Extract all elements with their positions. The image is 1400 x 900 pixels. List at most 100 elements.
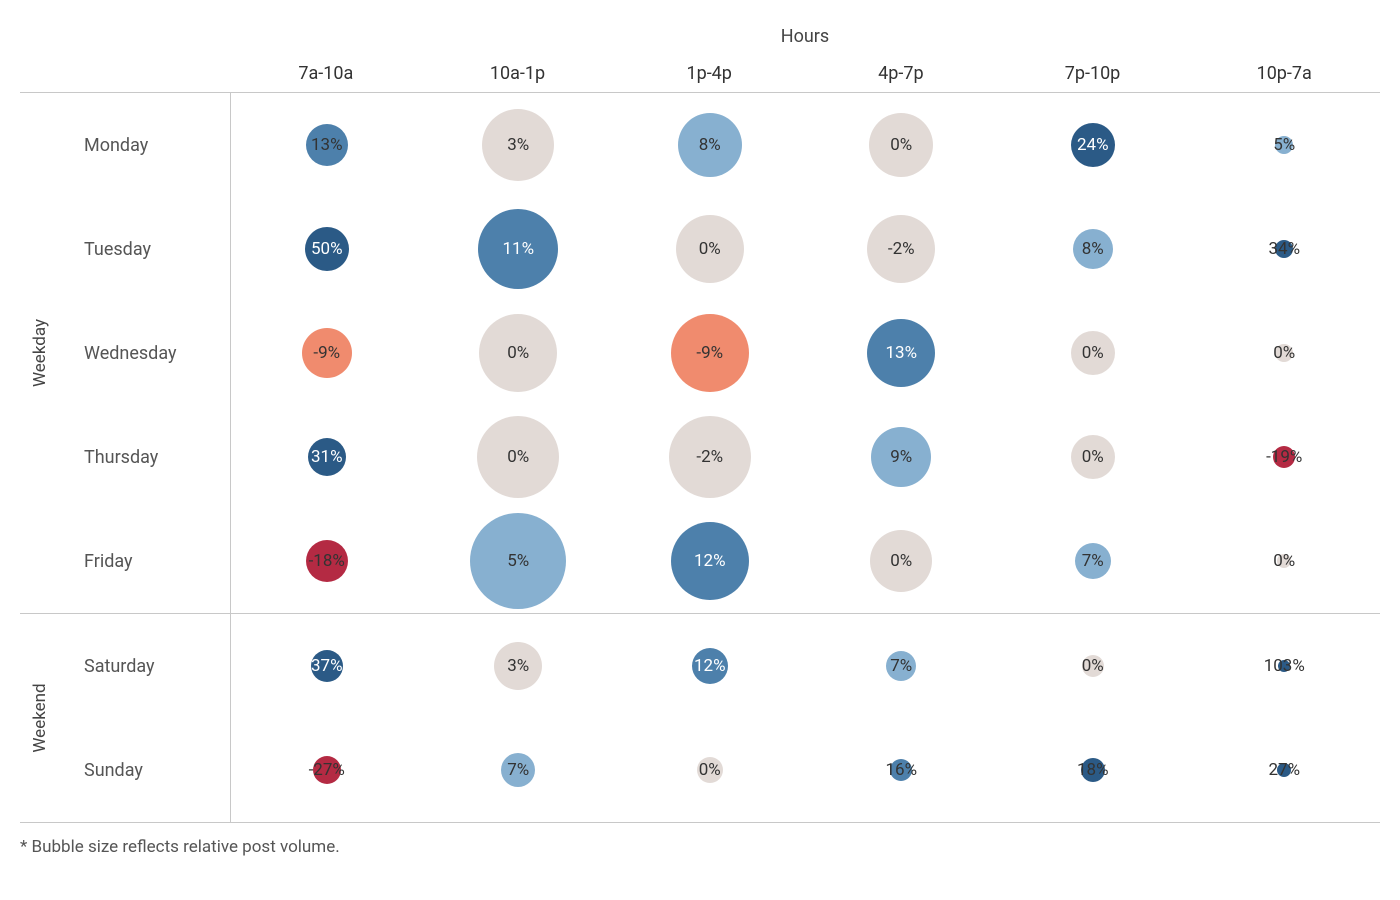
matrix-cell: 18% [997, 718, 1189, 822]
column-header: 1p-4p [613, 55, 805, 92]
section-rows: Monday13%3%8%0%24%5%Tuesday50%11%0%-2%8%… [60, 93, 1380, 613]
bubble-value-label: 0% [1082, 656, 1104, 676]
column-header: 7a-10a [230, 55, 422, 92]
matrix-cell: 3% [423, 93, 615, 197]
row-cells: 13%3%8%0%24%5% [230, 93, 1380, 197]
bubble-value-label: 13% [311, 135, 343, 155]
matrix-cell: 13% [806, 301, 998, 405]
row-label: Sunday [60, 760, 230, 781]
section: WeekdayMonday13%3%8%0%24%5%Tuesday50%11%… [20, 93, 1380, 613]
section: WeekendSaturday37%3%12%7%0%103%Sunday-27… [20, 613, 1380, 822]
section-label: Weekend [20, 614, 60, 822]
matrix-row: Saturday 37% 3% 12% 7% 0% 103% [60, 614, 1380, 718]
column-header: 10a-1p [422, 55, 614, 92]
row-label: Monday [60, 135, 230, 156]
bubble-value-label: 34% [1268, 239, 1300, 259]
column-header: 10p-7a [1188, 55, 1380, 92]
matrix-cell: 9% [806, 405, 998, 509]
matrix-cell: 0% [997, 405, 1189, 509]
bubble-value-label: -18% [309, 551, 345, 571]
bubble-value-label: 8% [699, 135, 721, 155]
matrix-cell: 13% [231, 93, 423, 197]
bubble-value-label: -19% [1266, 447, 1302, 467]
bubble-value-label: 3% [507, 135, 529, 155]
row-cells: 31% 0% -2% 9% 0% -19% [230, 405, 1380, 509]
matrix-cell: -19% [1189, 405, 1381, 509]
bubble-value-label: 7% [507, 760, 529, 780]
bubble-value-label: 5% [1273, 135, 1295, 155]
matrix-cell: 0% [1189, 509, 1381, 613]
row-label: Friday [60, 551, 230, 572]
matrix-cell: 8% [614, 93, 806, 197]
row-label: Saturday [60, 656, 230, 677]
matrix-cell: 7% [806, 614, 998, 718]
bubble-value-label: 7% [890, 656, 912, 676]
bubble-value-label: 0% [1273, 551, 1295, 571]
bubble-value-label: 3% [507, 656, 529, 676]
bubble-value-label: 9% [890, 447, 912, 467]
bubble-value-label: 0% [699, 760, 721, 780]
chart-body: WeekdayMonday13%3%8%0%24%5%Tuesday50%11%… [20, 92, 1380, 823]
bubble-value-label: 12% [694, 656, 726, 676]
matrix-cell: 37% [231, 614, 423, 718]
bubble-value-label: 31% [311, 447, 343, 467]
column-headers: 7a-10a10a-1p1p-4p4p-7p7p-10p10p-7a [230, 55, 1380, 92]
bubble-value-label: 0% [507, 447, 529, 467]
hours-title-row: Hours [20, 20, 1380, 55]
column-header-row: 7a-10a10a-1p1p-4p4p-7p7p-10p10p-7a [20, 55, 1380, 92]
matrix-cell: -2% [614, 405, 806, 509]
bubble-value-label: 16% [885, 760, 917, 780]
matrix-cell: 27% [1189, 718, 1381, 822]
matrix-cell: 8% [997, 197, 1189, 301]
row-cells: 50% 11% 0% -2% 8% 34% [230, 197, 1380, 301]
footnote: * Bubble size reflects relative post vol… [20, 837, 1380, 857]
matrix-row: Wednesday-9%0%-9%13%0%0% [60, 301, 1380, 405]
bubble-value-label: 0% [1273, 343, 1295, 363]
matrix-cell: -9% [231, 301, 423, 405]
matrix-cell: 12% [614, 614, 806, 718]
bubble-value-label: -9% [696, 343, 723, 363]
matrix-row: Monday13%3%8%0%24%5% [60, 93, 1380, 197]
row-cells: -9% 0% -9% 13% 0% 0% [230, 301, 1380, 405]
matrix-cell: 5% [423, 509, 615, 613]
matrix-cell: 5% [1189, 93, 1381, 197]
matrix-cell: 34% [1189, 197, 1381, 301]
bubble-value-label: 5% [507, 551, 529, 571]
matrix-cell: 0% [1189, 301, 1381, 405]
matrix-cell: 0% [806, 509, 998, 613]
matrix-cell: -2% [806, 197, 998, 301]
matrix-cell: 7% [423, 718, 615, 822]
bubble-value-label: 8% [1082, 239, 1104, 259]
row-cells: -18%5%12%0%7%0% [230, 509, 1380, 613]
row-cells: 37% 3% 12% 7% 0% 103% [230, 614, 1380, 718]
matrix-cell: -18% [231, 509, 423, 613]
matrix-row: Thursday 31% 0% -2% 9% 0% -19% [60, 405, 1380, 509]
row-label: Tuesday [60, 239, 230, 260]
bubble-value-label: 0% [1082, 343, 1104, 363]
row-cells: -27% 7% 0% 16% 18% 27% [230, 718, 1380, 822]
hours-title: Hours [230, 20, 1380, 55]
bubble-value-label: 50% [311, 239, 343, 259]
bubble-value-label: 11% [502, 239, 534, 259]
bubble-value-label: 27% [1268, 760, 1300, 780]
row-label: Wednesday [60, 343, 230, 364]
matrix-row: Friday-18%5%12%0%7%0% [60, 509, 1380, 613]
matrix-cell: 3% [423, 614, 615, 718]
matrix-cell: 50% [231, 197, 423, 301]
matrix-cell: 12% [614, 509, 806, 613]
bubble-value-label: 0% [507, 343, 529, 363]
matrix-cell: 0% [423, 405, 615, 509]
bubble-value-label: -27% [309, 760, 345, 780]
row-label: Thursday [60, 447, 230, 468]
bubble-value-label: 12% [694, 551, 726, 571]
matrix-cell: -9% [614, 301, 806, 405]
matrix-cell: 0% [997, 301, 1189, 405]
bubble-value-label: 103% [1264, 656, 1305, 676]
bubble-value-label: 37% [311, 656, 343, 676]
matrix-cell: 11% [423, 197, 615, 301]
matrix-cell: 31% [231, 405, 423, 509]
matrix-cell: 103% [1189, 614, 1381, 718]
column-header: 4p-7p [805, 55, 997, 92]
bubble-value-label: 0% [699, 239, 721, 259]
section-label-text: Weekday [30, 319, 50, 387]
